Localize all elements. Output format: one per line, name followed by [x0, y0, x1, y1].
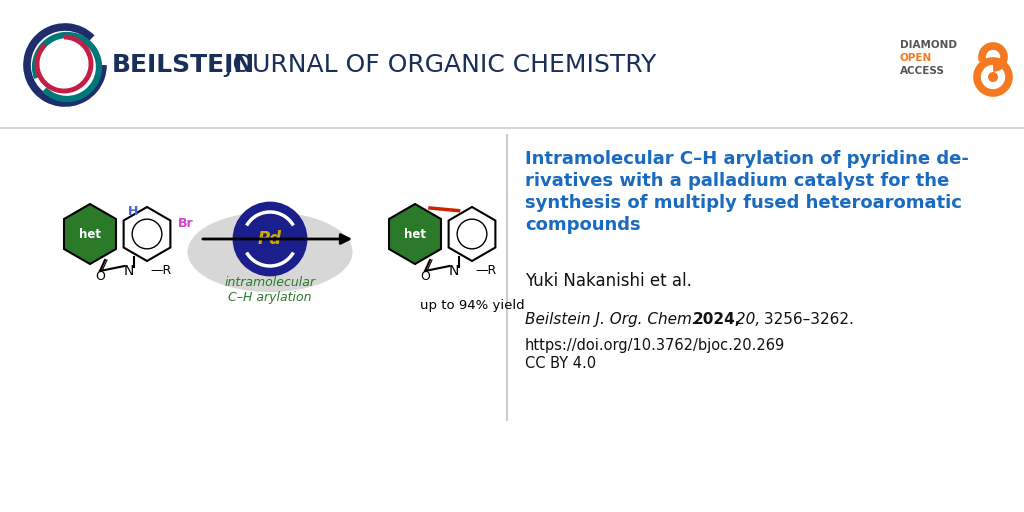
Circle shape — [988, 72, 998, 82]
Text: BEILSTEIN: BEILSTEIN — [112, 53, 255, 77]
Text: Pd: Pd — [258, 230, 282, 248]
Text: 2024,: 2024, — [693, 312, 741, 327]
Polygon shape — [389, 204, 441, 264]
Text: https://doi.org/10.3762/bjoc.20.269: https://doi.org/10.3762/bjoc.20.269 — [525, 338, 785, 353]
Text: Br: Br — [178, 217, 194, 230]
Circle shape — [234, 203, 306, 275]
Text: JOURNAL OF ORGANIC CHEMISTRY: JOURNAL OF ORGANIC CHEMISTRY — [217, 53, 656, 77]
Ellipse shape — [187, 212, 352, 292]
Text: CC BY 4.0: CC BY 4.0 — [525, 356, 596, 371]
Text: intramolecular
C–H arylation: intramolecular C–H arylation — [224, 276, 315, 304]
Text: H: H — [128, 205, 138, 218]
Polygon shape — [449, 207, 496, 261]
Text: OPEN: OPEN — [900, 53, 932, 63]
Text: ACCESS: ACCESS — [900, 66, 945, 76]
Text: O: O — [95, 269, 104, 283]
Text: rivatives with a palladium catalyst for the: rivatives with a palladium catalyst for … — [525, 172, 949, 190]
Text: —R: —R — [475, 265, 497, 278]
Text: het: het — [79, 227, 101, 241]
Text: N: N — [449, 264, 459, 278]
Text: synthesis of multiply fused heteroaromatic: synthesis of multiply fused heteroaromat… — [525, 194, 962, 212]
Polygon shape — [65, 204, 116, 264]
Text: up to 94% yield: up to 94% yield — [420, 299, 524, 312]
Text: —R: —R — [151, 265, 172, 278]
Text: het: het — [404, 227, 426, 241]
Text: DIAMOND: DIAMOND — [900, 40, 957, 50]
Text: N: N — [123, 264, 134, 278]
Text: O: O — [420, 269, 430, 283]
Polygon shape — [124, 207, 170, 261]
Text: Intramolecular C–H arylation of pyridine de-: Intramolecular C–H arylation of pyridine… — [525, 150, 969, 168]
Text: 3256–3262.: 3256–3262. — [759, 312, 854, 327]
Text: Yuki Nakanishi et al.: Yuki Nakanishi et al. — [525, 272, 692, 290]
Text: 20,: 20, — [731, 312, 760, 327]
Text: Beilstein J. Org. Chem.: Beilstein J. Org. Chem. — [525, 312, 701, 327]
Text: compounds: compounds — [525, 216, 641, 234]
